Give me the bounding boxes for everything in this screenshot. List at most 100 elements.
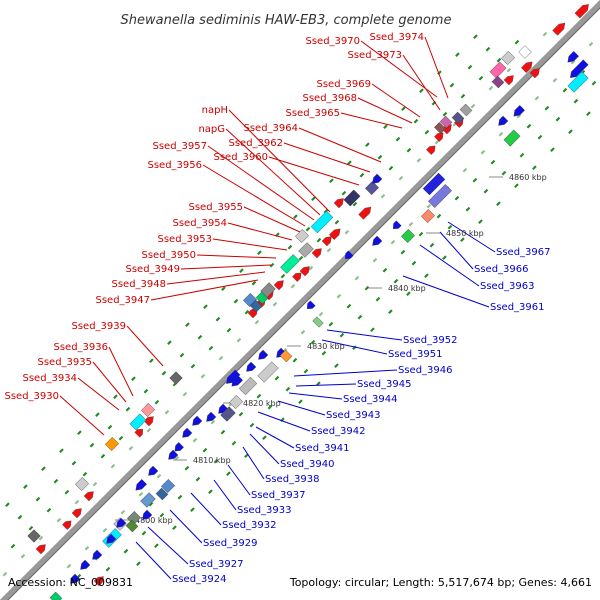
gene-box — [27, 529, 41, 543]
gene-box — [228, 394, 244, 410]
track-dot — [424, 129, 430, 135]
label-leader-reverse — [295, 383, 357, 387]
gene-arrow — [307, 300, 316, 309]
gene-arrow — [206, 411, 217, 422]
track-dot — [131, 376, 136, 382]
gene-arrow — [258, 349, 269, 360]
track-dot — [357, 314, 363, 320]
gene-label-forward: Ssed_3953 — [157, 234, 212, 245]
label-leader-reverse — [242, 446, 265, 480]
gene-label-forward: Ssed_3948 — [111, 279, 166, 290]
gene-box — [567, 71, 589, 93]
track-dot — [239, 268, 244, 274]
track-dot — [257, 250, 262, 256]
gene-label-reverse: Ssed_3941 — [295, 443, 350, 454]
label-leader-forward — [202, 164, 306, 227]
track-dot — [341, 190, 347, 196]
track-dot — [146, 427, 152, 433]
track-dot — [192, 437, 198, 443]
gene-label-reverse: Ssed_3946 — [398, 365, 453, 376]
gene-arrow — [503, 75, 514, 86]
gene-arrow — [192, 415, 203, 426]
track-dot — [154, 543, 159, 549]
label-leader-reverse — [213, 479, 237, 511]
gene-label-forward: Ssed_3957 — [152, 141, 207, 152]
track-dot — [473, 34, 478, 40]
gene-labels: Ssed_3970 Ssed_3974 Ssed_3973 Ssed_3969 Ssed… — [4, 32, 550, 585]
gene-label-reverse: Ssed_3942 — [311, 426, 366, 437]
track-dot — [344, 229, 350, 235]
track-dot — [179, 352, 185, 358]
gene-arrow — [93, 576, 104, 587]
track-dot — [552, 77, 558, 83]
gene-arrow — [168, 449, 179, 460]
track-dot — [154, 399, 160, 405]
track-dot — [526, 123, 532, 129]
track-dot — [390, 239, 396, 245]
label-leader-forward — [59, 395, 105, 436]
track-dot — [434, 139, 440, 145]
gene-label-forward: Ssed_3969 — [316, 79, 371, 90]
gene-label-forward: Ssed_3965 — [285, 108, 340, 119]
track-dot — [496, 57, 502, 63]
label-leaders — [59, 36, 496, 580]
track-dot — [148, 501, 154, 507]
track-dot — [449, 82, 455, 88]
label-leader-forward — [92, 361, 127, 403]
track-dot — [310, 339, 316, 345]
track-dot — [233, 298, 239, 304]
gene-arrow — [83, 491, 94, 502]
track-dot — [305, 226, 311, 232]
label-leader-forward — [227, 222, 293, 241]
track-dot — [226, 471, 231, 477]
track-dot — [203, 304, 208, 310]
track-dot — [442, 111, 448, 117]
scale-tick-label: 4850 kbp — [446, 229, 484, 238]
track-dot — [2, 571, 8, 577]
track-dot — [562, 87, 568, 93]
track-dot — [478, 75, 484, 81]
track-dot — [190, 507, 195, 513]
label-leader-reverse — [190, 492, 222, 526]
gene-box — [489, 61, 507, 79]
track-dot — [478, 219, 483, 225]
track-dot — [84, 545, 90, 551]
gene-label-forward: Ssed_3947 — [95, 295, 150, 306]
track-dot — [105, 566, 111, 572]
track-dot — [393, 278, 399, 284]
track-dot — [287, 244, 293, 250]
gene-arrow — [299, 266, 310, 277]
track-dot — [303, 368, 309, 374]
gene-arrow — [182, 427, 193, 438]
track-dot — [498, 131, 504, 137]
gene-box — [422, 172, 446, 196]
gene-arrow — [92, 549, 103, 560]
track-dot — [125, 406, 131, 412]
track-dot — [418, 231, 424, 237]
gene-box — [310, 210, 334, 234]
gene-label-forward: napG — [198, 124, 225, 135]
gene-features — [27, 4, 589, 600]
gene-label-reverse: Ssed_3927 — [189, 559, 244, 570]
gene-label-reverse: Ssed_3940 — [280, 459, 335, 470]
gene-label-forward: Ssed_3960 — [213, 152, 268, 163]
track-dot — [490, 159, 496, 165]
accession-text: Accession: NC_009831 — [8, 576, 133, 589]
track-dot — [370, 327, 375, 333]
gene-label-forward: Ssed_3968 — [302, 93, 357, 104]
track-dot — [411, 260, 417, 266]
track-dot — [128, 445, 134, 451]
track-dot — [359, 172, 365, 178]
track-dot — [488, 85, 494, 91]
gene-label-forward: Ssed_3950 — [141, 250, 196, 261]
track-dot — [71, 460, 77, 466]
gene-box — [298, 242, 314, 258]
track-dot — [352, 201, 358, 207]
label-leader-forward — [228, 109, 331, 213]
gene-box — [49, 591, 63, 600]
gene-arrow — [345, 250, 354, 259]
gene-label-forward: Ssed_3954 — [172, 218, 227, 229]
track-dot — [66, 563, 72, 569]
gene-box — [238, 376, 258, 396]
gene-label-forward: Ssed_3973 — [347, 50, 402, 61]
